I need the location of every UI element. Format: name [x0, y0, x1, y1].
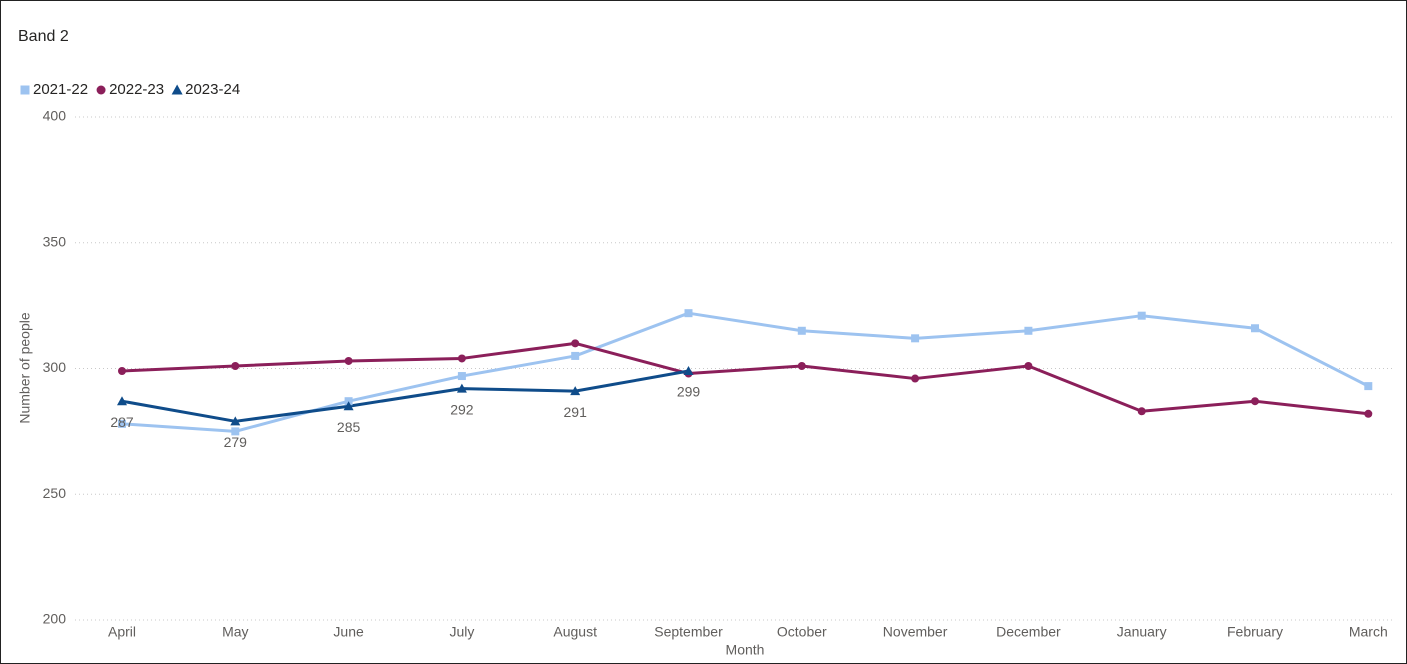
x-tick-label: December: [996, 624, 1061, 640]
marker: [457, 372, 466, 381]
marker: [344, 356, 353, 365]
legend-label: 2022-23: [109, 81, 164, 98]
marker: [1364, 409, 1373, 418]
legend-marker: [96, 85, 106, 95]
x-axis-title: Month: [726, 642, 765, 658]
marker: [683, 366, 694, 376]
series-line: [121, 369, 689, 423]
marker: [118, 419, 126, 428]
x-tick-label: May: [222, 624, 248, 640]
y-tick-label: 300: [43, 359, 67, 375]
y-axis-title: Number of people: [17, 312, 33, 424]
marker: [1024, 326, 1033, 335]
series-line: [121, 311, 1369, 433]
series-line: [121, 341, 1369, 416]
marker: [230, 416, 241, 426]
marker: [797, 361, 806, 370]
marker: [457, 354, 466, 363]
x-tick-label: September: [654, 624, 723, 640]
marker: [570, 386, 581, 396]
x-tick-label: January: [1117, 624, 1167, 640]
data-label: 291: [564, 404, 588, 420]
data-label: 299: [677, 384, 701, 400]
legend-label: 2023-24: [185, 81, 240, 98]
marker: [1024, 361, 1033, 370]
marker: [118, 367, 126, 376]
marker: [344, 397, 353, 406]
marker: [1364, 382, 1373, 391]
marker: [456, 383, 467, 393]
marker: [797, 326, 806, 335]
legend-label: 2021-22: [33, 81, 88, 98]
y-tick-label: 250: [43, 485, 67, 501]
marker: [231, 427, 240, 436]
y-tick-label: 200: [43, 611, 67, 627]
x-tick-label: June: [333, 624, 364, 640]
x-tick-label: August: [553, 624, 597, 640]
legend-marker: [20, 85, 30, 95]
marker: [571, 339, 580, 348]
x-tick-label: February: [1227, 624, 1283, 640]
marker: [343, 401, 354, 411]
marker: [571, 351, 580, 360]
marker: [684, 309, 693, 318]
x-tick-label: March: [1349, 624, 1388, 640]
data-label: 285: [337, 419, 361, 435]
data-label: 287: [110, 414, 134, 430]
x-tick-label: April: [108, 624, 136, 640]
x-tick-label: October: [777, 624, 827, 640]
data-label: 279: [224, 434, 248, 450]
marker: [1137, 407, 1146, 416]
marker: [1251, 324, 1259, 333]
y-tick-label: 400: [43, 108, 67, 124]
marker: [1251, 397, 1259, 406]
marker: [911, 374, 920, 383]
marker: [911, 334, 920, 343]
legend-marker: [171, 84, 183, 95]
chart-subtitle: Band 2: [18, 28, 69, 45]
data-label: 292: [450, 401, 474, 417]
x-tick-label: July: [449, 624, 474, 640]
x-tick-label: November: [883, 624, 948, 640]
y-tick-label: 350: [43, 233, 67, 249]
marker: [117, 396, 127, 406]
marker: [231, 361, 240, 370]
marker: [1137, 311, 1146, 320]
